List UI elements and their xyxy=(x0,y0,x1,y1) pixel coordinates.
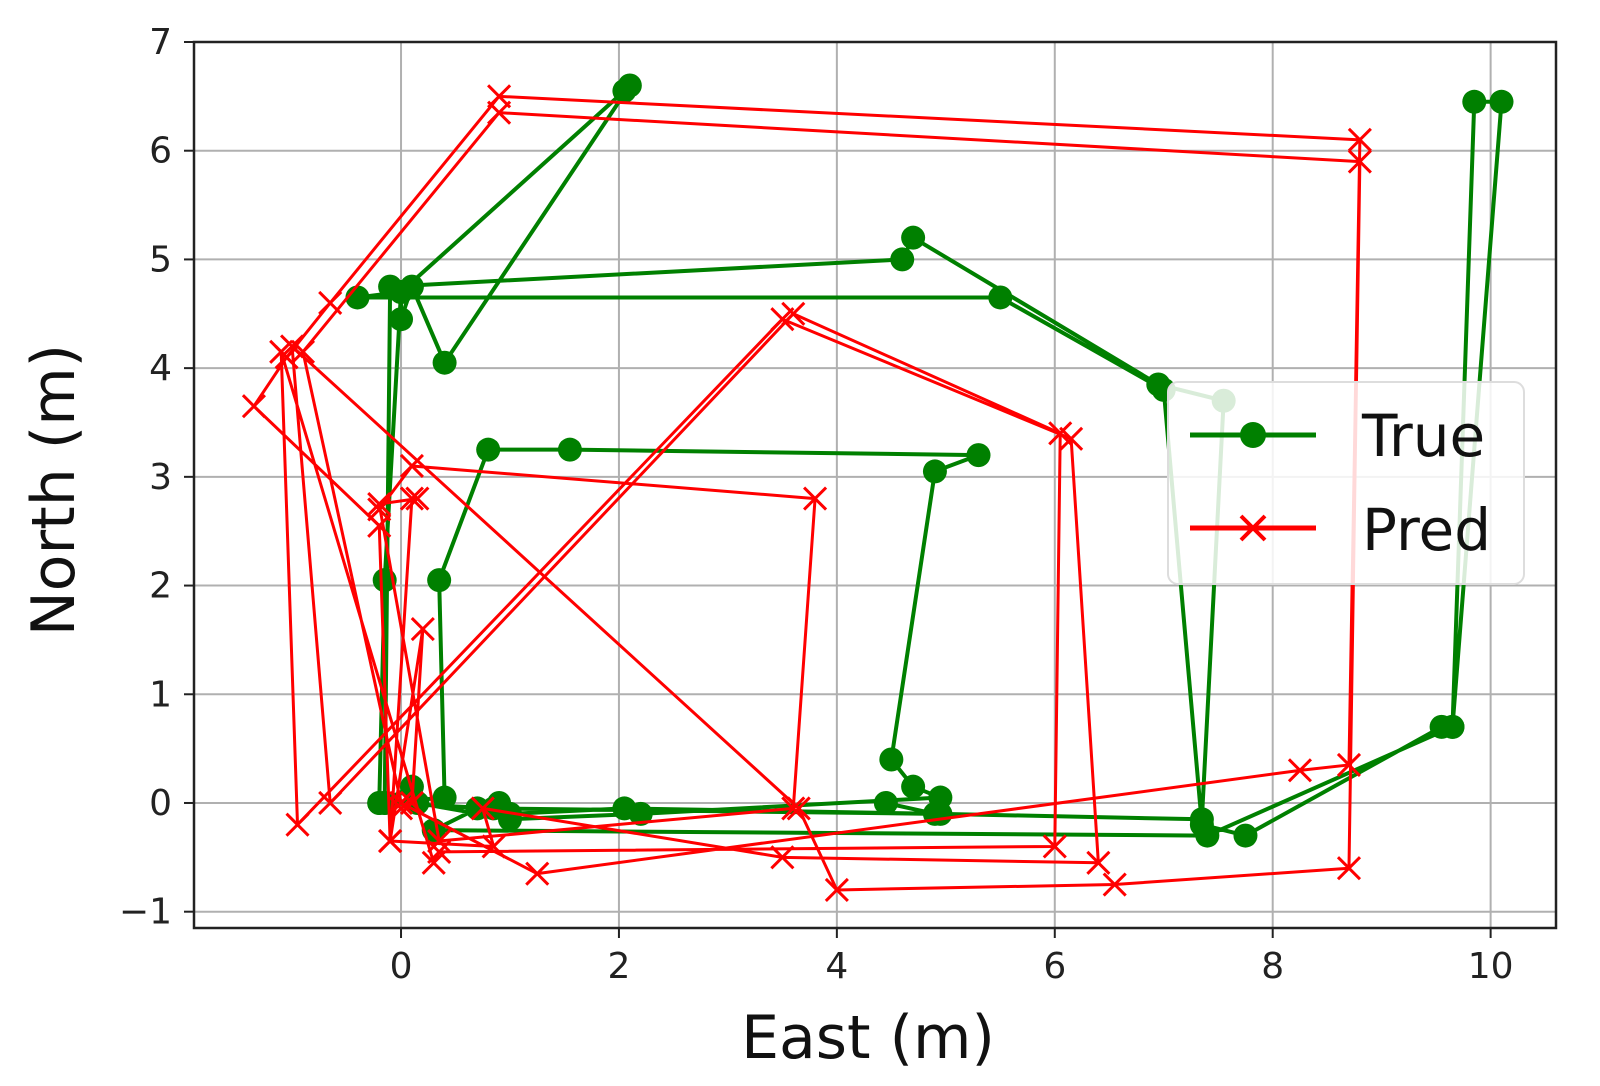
data-point-pred xyxy=(803,486,828,511)
plot-frame xyxy=(192,40,1558,930)
data-point-pred xyxy=(367,513,392,538)
y-tick-label: 4 xyxy=(149,348,172,389)
data-point-pred xyxy=(1042,834,1067,859)
data-point-pred xyxy=(1287,758,1313,783)
y-axis-label: North (m) xyxy=(19,344,89,636)
data-point-pred xyxy=(367,491,392,517)
series-layer xyxy=(241,73,1514,903)
y-tick-label: 2 xyxy=(149,566,172,607)
legend-pred-marker xyxy=(1239,514,1267,542)
data-point-pred xyxy=(1086,850,1111,875)
x-tick-label: 2 xyxy=(607,946,630,987)
data-point-true xyxy=(1462,89,1487,114)
data-point-pred xyxy=(269,339,294,364)
x-axis-label: East (m) xyxy=(741,1003,995,1073)
legend-true-marker xyxy=(1240,422,1266,448)
data-point-true xyxy=(432,350,457,375)
data-point-pred xyxy=(378,828,403,854)
data-point-pred xyxy=(770,307,795,332)
data-point-pred xyxy=(525,861,550,886)
data-point-true xyxy=(612,796,637,821)
data-point-pred xyxy=(405,486,430,511)
data-point-true xyxy=(879,747,904,772)
data-point-true xyxy=(378,274,403,299)
legend-true-label: True xyxy=(1361,402,1485,470)
data-point-pred xyxy=(481,834,506,859)
data-point-true xyxy=(427,568,452,593)
y-tick-label: 3 xyxy=(149,457,172,498)
data-point-true xyxy=(432,785,457,810)
data-point-true xyxy=(1233,823,1258,848)
data-point-pred xyxy=(1347,149,1372,174)
data-point-true xyxy=(873,790,898,815)
x-tick-label: 6 xyxy=(1043,946,1066,987)
data-point-true xyxy=(988,285,1013,310)
data-point-pred xyxy=(1102,872,1127,897)
data-point-true xyxy=(389,307,414,332)
data-point-pred xyxy=(487,100,512,125)
y-tick-label: 6 xyxy=(149,131,172,172)
y-tick-label: 5 xyxy=(149,239,172,280)
data-point-true xyxy=(476,437,501,462)
data-point-pred xyxy=(427,828,452,854)
data-point-true xyxy=(1489,89,1514,114)
data-point-pred xyxy=(410,616,435,642)
data-point-true xyxy=(1440,714,1465,739)
data-point-true xyxy=(612,78,637,103)
data-point-pred xyxy=(770,845,795,870)
data-point-pred xyxy=(318,790,343,816)
data-point-pred xyxy=(388,796,414,821)
legend: True Pred xyxy=(1167,381,1525,585)
data-point-true xyxy=(557,437,582,462)
y-tick-label: 1 xyxy=(149,674,172,715)
ticks: 0 2 4 6 8 10 −1 0 1 2 3 4 5 6 7 xyxy=(119,22,1514,987)
data-point-pred xyxy=(318,290,343,315)
data-point-pred xyxy=(399,486,424,511)
data-point-pred xyxy=(388,790,414,816)
data-point-pred xyxy=(1336,856,1362,881)
x-tick-label: 10 xyxy=(1468,946,1514,987)
data-point-pred xyxy=(786,796,811,821)
data-point-pred xyxy=(285,812,310,837)
series-pred xyxy=(241,84,1372,903)
data-point-pred xyxy=(781,796,806,821)
data-point-pred xyxy=(421,850,446,875)
x-tick-label: 4 xyxy=(825,946,848,987)
x-tick-label: 8 xyxy=(1261,946,1284,987)
data-point-true xyxy=(922,459,947,484)
data-point-pred xyxy=(1336,752,1362,777)
data-point-pred xyxy=(824,877,849,903)
data-point-pred xyxy=(241,394,266,419)
data-point-true xyxy=(1146,372,1171,397)
y-tick-label: −1 xyxy=(119,892,172,933)
data-point-true xyxy=(966,443,991,468)
data-point-pred xyxy=(1347,127,1372,152)
data-point-pred xyxy=(1059,426,1084,451)
data-point-true xyxy=(890,247,915,272)
data-point-true xyxy=(901,225,926,250)
data-point-true xyxy=(901,774,926,799)
x-tick-label: 0 xyxy=(390,946,413,987)
series-true xyxy=(345,73,1514,848)
y-tick-label: 7 xyxy=(149,22,172,63)
data-point-pred xyxy=(399,453,424,479)
legend-pred-label: Pred xyxy=(1362,496,1491,564)
data-point-pred xyxy=(470,796,495,821)
y-tick-label: 0 xyxy=(149,783,172,824)
data-point-true xyxy=(1189,807,1214,832)
